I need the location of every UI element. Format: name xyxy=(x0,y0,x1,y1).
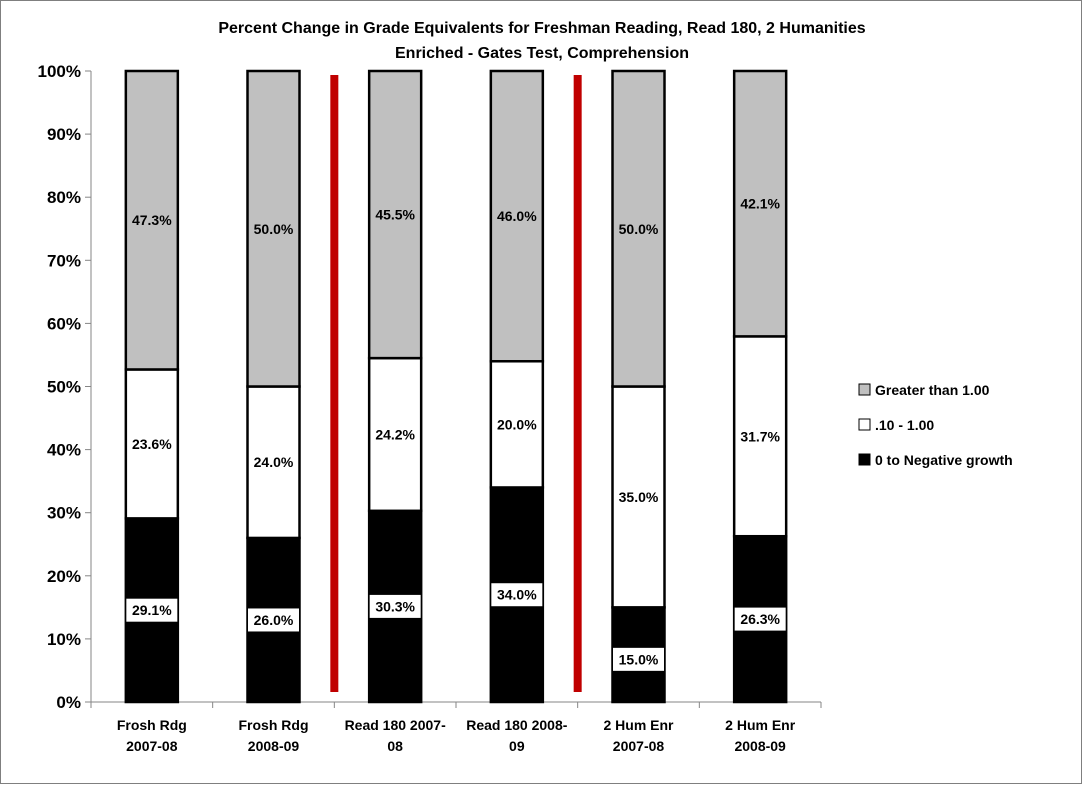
value-label: 29.1% xyxy=(132,602,172,618)
value-label: 35.0% xyxy=(619,489,659,505)
legend-label: Greater than 1.00 xyxy=(875,382,990,398)
x-category-label: 2007-08 xyxy=(613,738,665,754)
value-label-box xyxy=(368,593,422,619)
legend-swatch xyxy=(858,418,871,431)
bar-segment xyxy=(124,368,180,520)
x-category-label: 2008-09 xyxy=(248,738,300,754)
y-tick-label: 50% xyxy=(47,378,81,397)
value-label: 20.0% xyxy=(497,416,537,432)
x-category-label: Frosh Rdg xyxy=(117,717,187,733)
x-category-label: 2007-08 xyxy=(126,738,178,754)
bars xyxy=(124,69,788,704)
value-label: 45.5% xyxy=(375,207,415,223)
y-tick-label: 0% xyxy=(56,693,81,712)
chart-title-line-2: Enriched - Gates Test, Comprehension xyxy=(395,45,689,62)
value-label-box xyxy=(733,606,787,632)
value-label: 47.3% xyxy=(132,212,172,228)
y-tick-label: 90% xyxy=(47,125,81,144)
x-category-label: 09 xyxy=(509,738,525,754)
y-tick-label: 70% xyxy=(47,251,81,270)
bar-segment xyxy=(246,69,301,388)
legend: Greater than 1.00 .10 - 1.00 0 to Negative… xyxy=(858,382,1013,468)
value-label-box xyxy=(490,582,544,608)
value-label: 24.2% xyxy=(375,426,415,442)
value-label-box xyxy=(125,597,179,623)
bar-segment xyxy=(367,356,423,513)
x-category-label: Read 180 2008- xyxy=(466,717,568,733)
value-label: 30.3% xyxy=(375,598,415,614)
bar-segment xyxy=(124,69,180,371)
y-tick-label: 30% xyxy=(47,504,81,523)
value-label: 46.0% xyxy=(497,208,537,224)
bar-segment xyxy=(489,69,545,363)
x-category-label: 2008-09 xyxy=(734,738,786,754)
value-label: 23.6% xyxy=(132,436,172,452)
axes: 0% 10% 20% 30% 40% 50% 60% 70% 80% 90% 100% Frosh R… xyxy=(38,62,822,754)
x-category-label: Read 180 2007- xyxy=(345,717,447,733)
value-label: 26.3% xyxy=(740,611,780,627)
y-tick-label: 20% xyxy=(47,567,81,586)
bar-segment xyxy=(246,385,301,540)
legend-label: 0 to Negative growth xyxy=(875,452,1013,468)
value-label: 15.0% xyxy=(619,651,659,667)
value-label: 50.0% xyxy=(254,221,294,237)
y-tick-label: 40% xyxy=(47,441,81,460)
value-label: 31.7% xyxy=(740,428,780,444)
y-tick-label: 10% xyxy=(47,630,81,649)
y-tick-label: 100% xyxy=(38,62,81,81)
x-category-label: 08 xyxy=(387,738,403,754)
legend-swatch xyxy=(858,383,871,396)
chart-title: Percent Change in Grade Equivalents for … xyxy=(218,20,865,62)
separators xyxy=(330,75,582,692)
legend-swatch xyxy=(858,453,871,466)
x-category-label: 2 Hum Enr xyxy=(725,717,796,733)
value-label-box xyxy=(247,607,300,633)
bar-segment xyxy=(611,69,666,388)
value-label-box xyxy=(612,646,665,672)
y-tick-label: 80% xyxy=(47,188,81,207)
x-category-label: 2 Hum Enr xyxy=(603,717,674,733)
value-label: 42.1% xyxy=(740,196,780,212)
bar-segment xyxy=(732,69,788,338)
value-label: 34.0% xyxy=(497,587,537,603)
value-label: 24.0% xyxy=(254,454,294,470)
value-labels: 29.1% 23.6% 47.3% 26.0% 24.0% 50.0% 30.3% 24.2%… xyxy=(125,196,787,672)
y-tick-label: 60% xyxy=(47,314,81,333)
bar-segment xyxy=(367,69,423,360)
value-label: 50.0% xyxy=(619,221,659,237)
chart-title-line-1: Percent Change in Grade Equivalents for … xyxy=(218,20,865,37)
legend-label: .10 - 1.00 xyxy=(875,417,934,433)
value-label: 26.0% xyxy=(254,612,294,628)
bar-segment xyxy=(489,360,545,489)
x-category-label: Frosh Rdg xyxy=(239,717,309,733)
